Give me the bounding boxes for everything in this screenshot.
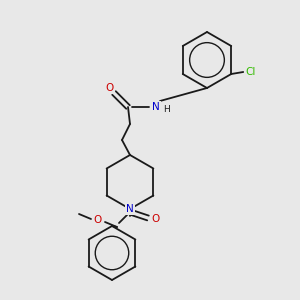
- Text: N: N: [152, 102, 160, 112]
- Text: O: O: [151, 214, 159, 224]
- Text: N: N: [126, 204, 134, 214]
- Text: Cl: Cl: [245, 67, 255, 77]
- Text: H: H: [163, 106, 170, 115]
- Text: O: O: [106, 83, 114, 93]
- Text: O: O: [93, 215, 101, 225]
